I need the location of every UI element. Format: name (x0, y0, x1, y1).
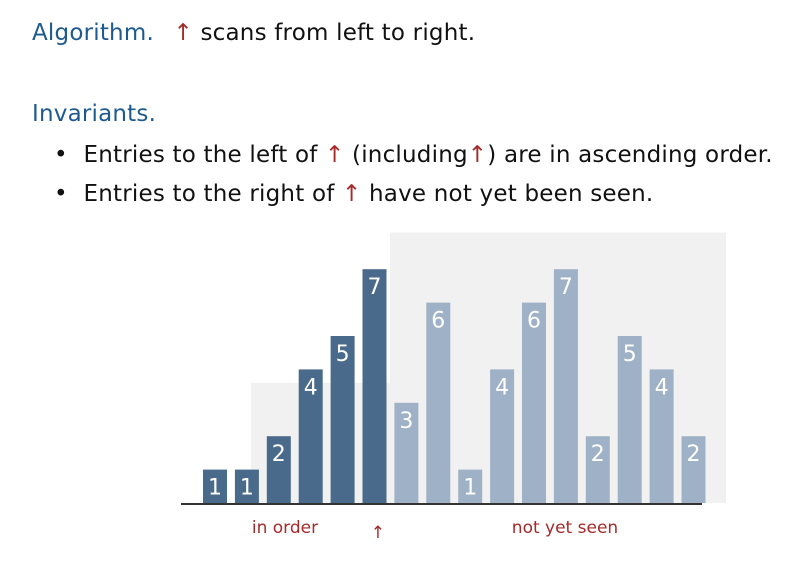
bar-label-4: 4 (304, 375, 318, 400)
in-order-caption: in order (252, 518, 318, 538)
pointer-arrow-icon: ↑ (173, 20, 193, 46)
bar-16 (681, 436, 706, 503)
bar-label-3: 2 (272, 442, 286, 467)
bar-11 (522, 302, 546, 503)
bar-label-5: 5 (336, 342, 350, 367)
bar-label-9: 1 (463, 476, 477, 501)
bar-label-16: 2 (687, 442, 701, 467)
bar-label-10: 4 (495, 375, 509, 400)
bar-label-6: 7 (368, 275, 382, 300)
bar-4 (298, 369, 323, 503)
bar-label-2: 1 (240, 476, 254, 501)
algorithm-line: Algorithm. ↑ scans from left to right. (32, 20, 475, 46)
bar-label-8: 6 (431, 309, 445, 334)
bar-8 (426, 302, 451, 503)
bar-label-1: 1 (208, 476, 222, 501)
algorithm-text: scans from left to right. (200, 20, 476, 46)
invariant-bullet-2: • Entries to the right of ↑ have not yet… (54, 181, 654, 207)
bar-13 (585, 436, 610, 503)
bar-1 (203, 469, 227, 503)
bar-2 (234, 469, 259, 503)
bar-label-14: 5 (623, 342, 637, 367)
bullet-dot-icon: • (54, 142, 68, 168)
bar-12 (553, 269, 578, 503)
bar-15 (649, 369, 674, 503)
bar-14 (617, 336, 642, 503)
bar-label-7: 3 (399, 409, 413, 434)
bar-10 (490, 369, 515, 503)
bar-9 (458, 469, 483, 503)
bar-label-13: 2 (591, 442, 605, 467)
bar-6 (362, 269, 387, 503)
pointer-arrow-icon: ↑ (325, 142, 345, 168)
bar-5 (330, 336, 355, 503)
algorithm-heading: Algorithm. (32, 20, 154, 46)
pointer-arrow-icon: ↑ (371, 523, 385, 543)
not-yet-seen-caption: not yet seen (512, 518, 618, 538)
invariant-bullet-1: • Entries to the left of ↑ (including↑) … (54, 142, 773, 168)
bar-label-15: 4 (655, 375, 669, 400)
pointer-arrow-icon: ↑ (467, 142, 488, 168)
bar-label-11: 6 (527, 309, 541, 334)
pointer-arrow-icon: ↑ (342, 181, 362, 207)
bar-7 (394, 402, 419, 503)
bar-label-12: 7 (559, 275, 573, 300)
bullet-dot-icon: • (54, 181, 68, 207)
invariants-heading: Invariants. (32, 101, 157, 127)
bar-3 (266, 436, 291, 503)
